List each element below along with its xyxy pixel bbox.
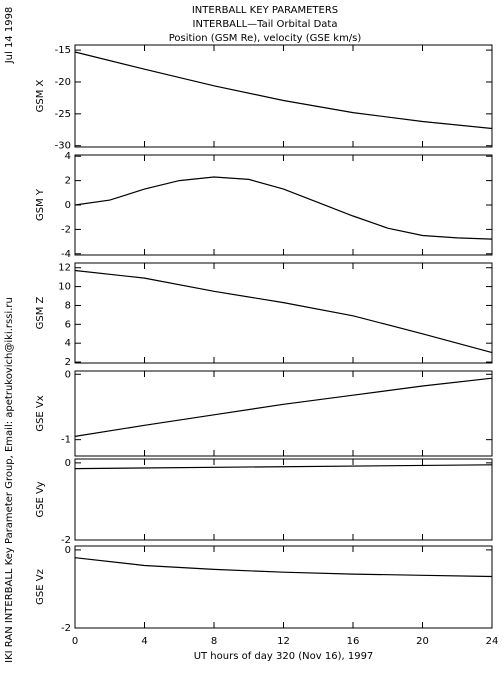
data-line: [74, 269, 493, 354]
date: Jul 14 1998: [4, 7, 15, 65]
y-axis-label: GSM Z: [35, 296, 46, 329]
y-tick-label: 6: [65, 319, 71, 330]
x-tick-label: 0: [72, 636, 78, 647]
y-tick-label: -1: [61, 435, 71, 446]
y-tick-label: -30: [55, 141, 71, 152]
x-tick-label: 12: [277, 636, 290, 647]
title-line: INTERBALL KEY PARAMETERS: [192, 5, 338, 16]
data-line: [74, 377, 493, 437]
y-tick-label: -2: [61, 224, 71, 235]
y-axis-label: GSE Vz: [35, 569, 46, 605]
data-line: [74, 464, 493, 470]
title-line: Position (GSM Re), velocity (GSE km/s): [169, 33, 362, 44]
y-tick-label: 2: [65, 357, 71, 368]
y-tick-label: 0: [65, 458, 71, 469]
y-tick-label: 0: [65, 200, 71, 211]
x-axis-label: UT hours of day 320 (Nov 16), 1997: [194, 651, 374, 662]
y-tick-label: -25: [55, 109, 71, 120]
panel-frame: [74, 458, 493, 541]
panel-frame: [74, 370, 493, 457]
y-axis-label: GSE Vy: [35, 481, 46, 517]
y-tick-label: -15: [55, 45, 71, 56]
y-tick-label: -20: [55, 77, 71, 88]
y-tick-label: -4: [61, 249, 71, 260]
y-tick-label: 12: [58, 263, 71, 274]
y-tick-label: 8: [65, 300, 71, 311]
y-axis-label: GSM X: [35, 79, 46, 112]
y-tick-label: -2: [61, 535, 71, 546]
x-tick-label: 8: [211, 636, 217, 647]
title-line: INTERBALL—Tail Orbital Data: [193, 19, 338, 30]
data-line: [74, 557, 493, 578]
x-tick-label: 4: [141, 636, 147, 647]
panel-frame: [74, 44, 493, 148]
y-tick-label: 2: [65, 176, 71, 187]
panel-frame: [74, 545, 493, 629]
y-axis-label: GSM Y: [35, 188, 46, 221]
x-tick-label: 20: [416, 636, 429, 647]
x-tick-label: 24: [486, 636, 499, 647]
y-tick-label: -2: [61, 623, 71, 634]
data-line: [74, 51, 493, 130]
credit: IKI RAN INTERBALL Key Parameter Group, E…: [4, 297, 15, 663]
data-line: [74, 176, 493, 240]
x-tick-label: 16: [347, 636, 360, 647]
y-tick-label: 4: [65, 151, 71, 162]
panel-frame: [74, 154, 493, 256]
y-axis-label: GSE Vx: [35, 395, 46, 431]
panel-frame: [74, 262, 493, 364]
y-tick-label: 0: [65, 545, 71, 556]
y-tick-label: 4: [65, 338, 71, 349]
y-tick-label: 10: [58, 282, 71, 293]
y-tick-label: 0: [65, 369, 71, 380]
